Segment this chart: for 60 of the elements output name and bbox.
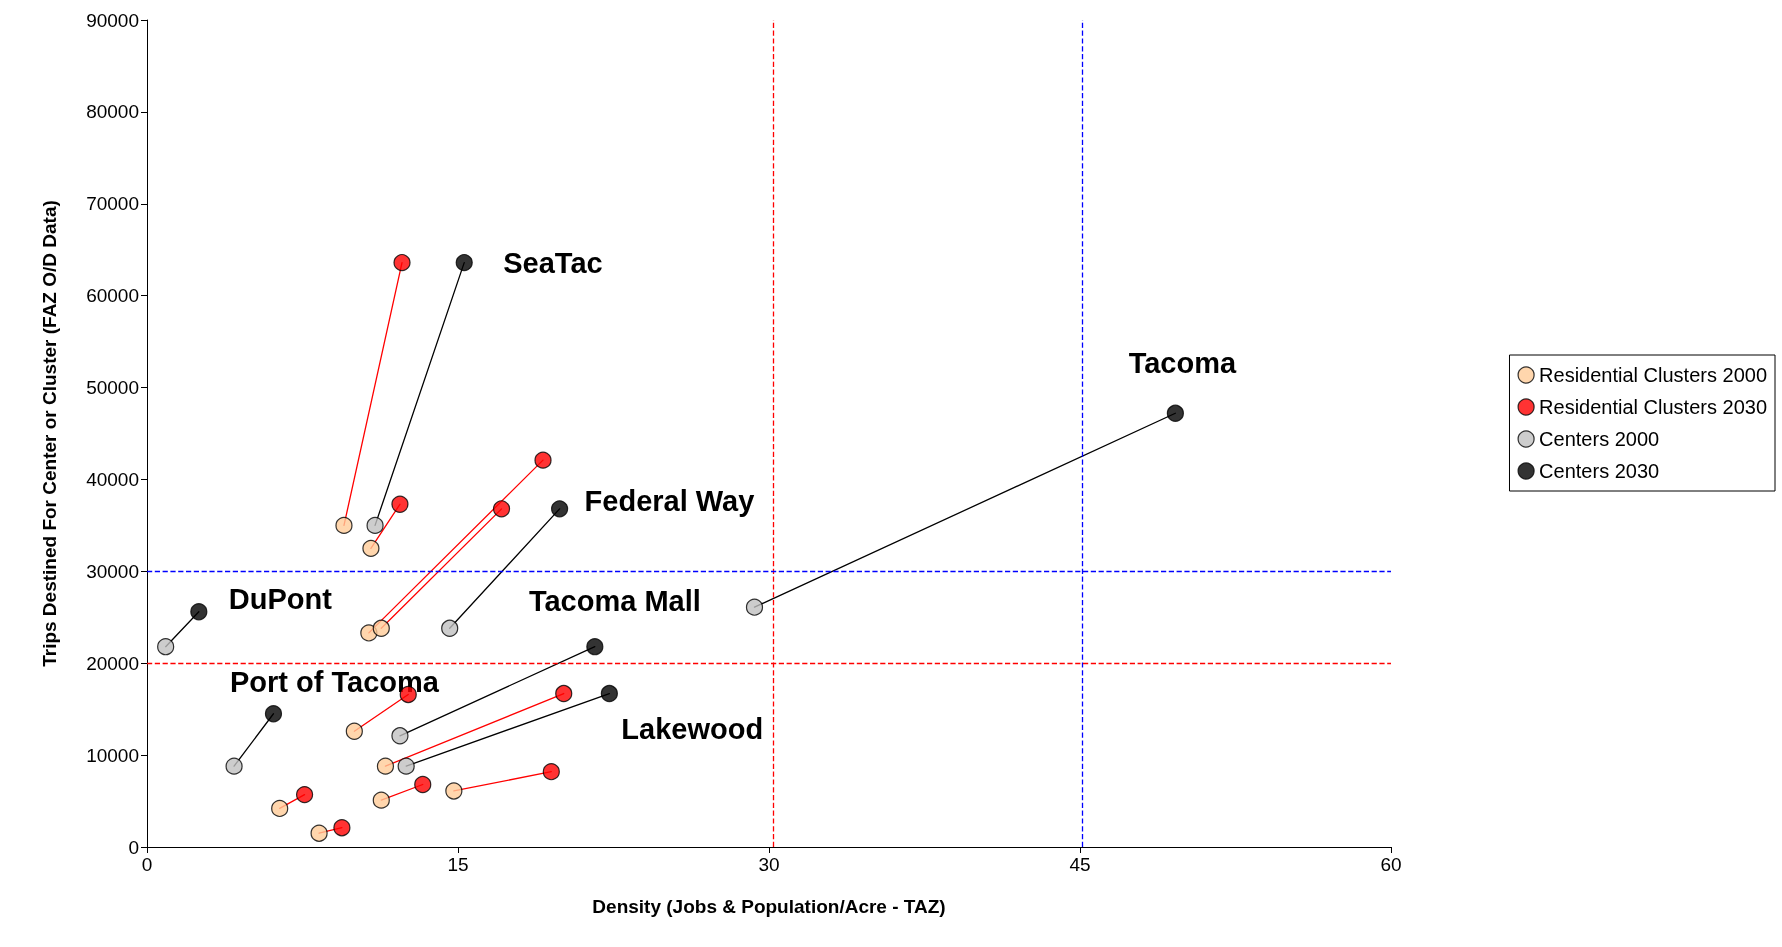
y-tick-label: 20000 (86, 652, 139, 674)
point (534, 451, 552, 469)
point (391, 727, 409, 745)
x-tick-label: 60 (1380, 854, 1402, 875)
legend-label: Centers 2030 (1539, 460, 1660, 482)
annotation: Lakewood (621, 712, 764, 745)
annotation: Tacoma Mall (528, 584, 701, 617)
y-tick-label: 60000 (86, 285, 139, 307)
point (551, 500, 569, 518)
point (445, 782, 463, 800)
legend-label: Residential Clusters 2030 (1539, 396, 1768, 418)
x-tick-label: 45 (1069, 854, 1091, 875)
point (310, 824, 328, 842)
annotation: DuPont (228, 582, 333, 615)
point (455, 253, 473, 272)
y-tick-label: 70000 (86, 193, 139, 215)
point (157, 638, 175, 656)
point (745, 598, 764, 616)
point (391, 495, 409, 513)
legend-label: Residential Clusters 2000 (1539, 364, 1768, 386)
point (372, 791, 390, 809)
x-axis-title: Density (Jobs & Population/Acre - TAZ) (592, 896, 946, 917)
point (372, 619, 390, 637)
point (542, 763, 560, 781)
point (397, 757, 415, 775)
y-tick-label: 0 (128, 836, 139, 858)
point (600, 684, 618, 703)
point (441, 619, 459, 637)
point (271, 799, 289, 817)
point (414, 775, 432, 794)
x-tick-label: 30 (758, 854, 780, 875)
point (366, 516, 384, 534)
y-axis-title: Trips Destined For Center or Cluster (FAZ O/D Data) (39, 200, 60, 667)
point (1166, 404, 1184, 422)
annotation: Port of Tacoma (230, 665, 440, 698)
annotation: Tacoma (1128, 347, 1237, 380)
legend-label: Centers 2000 (1539, 428, 1660, 450)
point (295, 786, 314, 804)
x-tick-label: 15 (447, 854, 469, 875)
annotation: SeaTac (503, 246, 603, 279)
y-tick-label: 90000 (86, 9, 139, 31)
point (335, 516, 353, 534)
y-tick-label: 50000 (86, 377, 139, 399)
y-tick-label: 10000 (86, 744, 139, 766)
y-tick-label: 30000 (86, 560, 139, 582)
y-tick-label: 80000 (86, 101, 139, 123)
point (362, 539, 380, 557)
point (393, 253, 411, 272)
point (345, 722, 363, 740)
y-tick-label: 40000 (86, 468, 139, 490)
point (225, 757, 243, 775)
point (555, 684, 573, 703)
point (190, 603, 208, 621)
point (492, 500, 511, 518)
x-tick-label: 0 (141, 854, 153, 875)
point (586, 638, 604, 656)
point (376, 757, 395, 775)
annotation: Federal Way (584, 484, 755, 517)
point (264, 705, 283, 723)
point (333, 819, 351, 837)
